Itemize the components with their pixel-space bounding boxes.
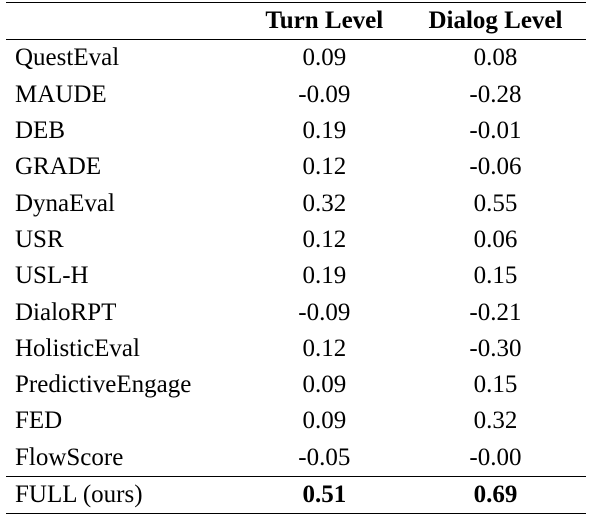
table-row: HolisticEval 0.12 -0.30 [6,331,586,367]
metric-name: MAUDE [15,80,107,108]
dialog-level-value: -0.00 [469,443,522,471]
metric-name: USR [15,225,64,253]
table-row: QuestEval 0.09 0.08 [6,40,586,77]
dialog-level-value: -0.30 [469,334,522,362]
table-row: FlowScore -0.05 -0.00 [6,440,586,477]
metric-name: PredictiveEngage [15,371,192,399]
table-row: FED 0.09 0.32 [6,403,586,439]
table-row: PredictiveEngage 0.09 0.15 [6,367,586,403]
dialog-level-value: 0.15 [473,262,518,290]
header-metric [6,3,244,40]
dialog-level-value: -0.01 [469,117,522,145]
metric-name: HolisticEval [15,334,140,362]
dialog-level-value: 0.08 [473,44,518,72]
turn-level-value-ours: 0.51 [302,481,347,508]
metric-name-ours: FULL (ours) [15,481,143,508]
results-table: Turn Level Dialog Level QuestEval 0.09 0… [6,2,586,514]
table-row: MAUDE -0.09 -0.28 [6,77,586,113]
turn-level-value: -0.05 [298,443,351,471]
metric-name: DynaEval [15,189,115,217]
header-dialog-level: Dialog Level [428,7,563,35]
turn-level-value: 0.12 [302,153,347,181]
table-row: DynaEval 0.32 0.55 [6,185,586,221]
header-turn-level: Turn Level [265,7,384,35]
turn-level-value: 0.12 [302,334,347,362]
turn-level-value: -0.09 [298,80,351,108]
turn-level-value: -0.09 [298,298,351,326]
header-row: Turn Level Dialog Level [6,2,586,40]
turn-level-value: 0.09 [302,371,347,399]
metric-name: FlowScore [15,443,124,471]
metric-name: USL-H [15,262,89,290]
metric-name: FED [15,407,63,435]
turn-level-value: 0.09 [302,407,347,435]
turn-level-value: 0.09 [302,44,347,72]
metric-name: GRADE [15,153,102,181]
table-row: DEB 0.19 -0.01 [6,113,586,149]
turn-level-value: 0.12 [302,225,347,253]
table-row: DialoRPT -0.09 -0.21 [6,294,586,330]
turn-level-value: 0.19 [302,262,347,290]
dialog-level-value: 0.55 [473,189,518,217]
turn-level-value: 0.19 [302,117,347,145]
metric-name: DialoRPT [15,298,117,326]
dialog-level-value: 0.06 [473,225,518,253]
dialog-level-value: 0.15 [473,371,518,399]
dialog-level-value: -0.21 [469,298,522,326]
dialog-level-value: -0.06 [469,153,522,181]
table-row-ours: FULL (ours) 0.51 0.69 [6,476,586,514]
dialog-level-value: -0.28 [469,80,522,108]
dialog-level-value-ours: 0.69 [473,481,518,508]
table-row: USL-H 0.19 0.15 [6,258,586,294]
dialog-level-value: 0.32 [473,407,518,435]
turn-level-value: 0.32 [302,189,347,217]
table-row: USR 0.12 0.06 [6,222,586,258]
metric-name: DEB [15,117,65,145]
metric-name: QuestEval [15,44,120,72]
table-row: GRADE 0.12 -0.06 [6,149,586,185]
results-table-container: Turn Level Dialog Level QuestEval 0.09 0… [6,2,586,514]
